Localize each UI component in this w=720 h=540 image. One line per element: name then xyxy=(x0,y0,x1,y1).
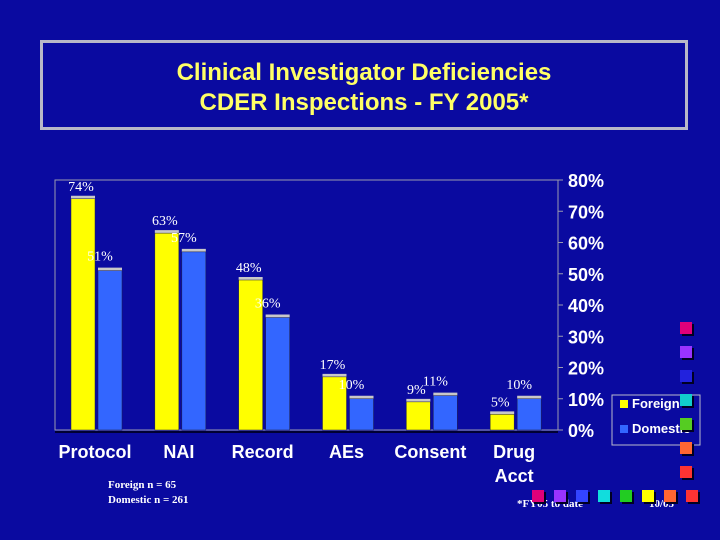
domestic-data-label: 51% xyxy=(87,250,113,265)
foreign-bar-top xyxy=(322,373,347,377)
category-label: AEs xyxy=(329,442,364,462)
plot-frame xyxy=(54,179,559,431)
decorative-square xyxy=(598,490,610,502)
foreign-bar xyxy=(70,198,96,431)
decorative-square xyxy=(680,466,692,478)
domestic-bar xyxy=(516,398,542,431)
category-label: NAI xyxy=(163,442,194,462)
decorative-square xyxy=(554,490,566,502)
domestic-bar-top xyxy=(181,248,206,252)
foreign-data-label: 48% xyxy=(236,261,262,276)
category-label: Acct xyxy=(495,466,534,486)
domestic-data-label: 10% xyxy=(339,378,365,393)
domestic-bar-top xyxy=(265,314,290,318)
decorative-square xyxy=(620,490,632,502)
decorative-square xyxy=(664,490,676,502)
y-tick-label: 30% xyxy=(568,327,604,347)
decorative-square xyxy=(576,490,588,502)
domestic-bar xyxy=(97,270,123,431)
foreign-bar-top xyxy=(490,411,515,415)
decorative-square xyxy=(680,394,692,406)
foreign-data-label: 5% xyxy=(491,395,510,410)
category-label: Record xyxy=(232,442,294,462)
domestic-data-label: 57% xyxy=(171,231,197,246)
foreign-bar-top xyxy=(71,195,95,199)
domestic-data-label: 36% xyxy=(255,297,281,312)
domestic-bar-top xyxy=(433,392,458,396)
chart-title-line1: Clinical Investigator Deficiencies xyxy=(176,59,552,86)
domestic-data-label: 11% xyxy=(423,375,448,390)
domestic-data-label: 10% xyxy=(506,378,532,393)
foreign-bar-top xyxy=(238,277,263,280)
decorative-square xyxy=(680,370,692,382)
decorative-square xyxy=(680,346,692,358)
y-tick-label: 10% xyxy=(568,390,604,410)
decorative-square xyxy=(532,490,544,502)
category-label: Protocol xyxy=(58,442,131,462)
domestic-bar xyxy=(181,251,207,431)
foreign-data-label: 9% xyxy=(407,383,426,398)
foreign-data-label: 17% xyxy=(320,358,346,373)
decorative-square xyxy=(680,322,692,334)
decorative-square xyxy=(686,490,698,502)
y-tick-label: 0% xyxy=(568,421,594,441)
foreign-sample-size: Foreign n = 65 xyxy=(108,479,177,491)
legend-label-foreign: Foreign xyxy=(632,396,680,411)
legend-swatch-foreign xyxy=(620,400,628,408)
y-tick-label: 70% xyxy=(568,202,604,222)
domestic-sample-size: Domestic n = 261 xyxy=(108,494,189,506)
category-label: Drug xyxy=(493,442,535,462)
footnote-fy05: *FY05 to date xyxy=(517,498,583,510)
foreign-data-label: 63% xyxy=(152,214,178,229)
sample-size-notes: Foreign n = 65 Domestic n = 261 xyxy=(108,478,189,508)
foreign-bar xyxy=(489,414,515,431)
y-tick-label: 40% xyxy=(568,296,604,316)
y-tick-label: 60% xyxy=(568,234,604,254)
y-tick-label: 50% xyxy=(568,265,604,285)
y-tick-label: 20% xyxy=(568,359,604,379)
chart-title-line2: CDER Inspections - FY 2005* xyxy=(199,89,529,116)
decorative-square xyxy=(680,442,692,454)
y-tick-label: 80% xyxy=(568,171,604,191)
foreign-bar xyxy=(322,376,347,431)
foreign-bar xyxy=(406,401,431,431)
category-label: Consent xyxy=(394,442,466,462)
foreign-bar-top xyxy=(154,230,179,234)
foreign-bar xyxy=(154,232,180,431)
foreign-bar-top xyxy=(406,398,431,402)
domestic-bar xyxy=(349,398,374,431)
domestic-bar xyxy=(433,395,458,431)
legend-box xyxy=(611,394,701,446)
legend-label-domestic: Domestic xyxy=(632,421,691,436)
decorative-square xyxy=(680,418,692,430)
foreign-data-label: 74% xyxy=(68,180,94,195)
domestic-bar xyxy=(265,317,290,431)
domestic-bar-top xyxy=(98,267,122,271)
legend-swatch-domestic xyxy=(620,425,628,433)
foreign-bar xyxy=(238,279,263,431)
decorative-square xyxy=(642,490,654,502)
chart-title-box: Clinical Investigator Deficiencies CDER … xyxy=(40,40,688,130)
domestic-bar-top xyxy=(517,395,542,399)
domestic-bar-top xyxy=(349,395,374,399)
